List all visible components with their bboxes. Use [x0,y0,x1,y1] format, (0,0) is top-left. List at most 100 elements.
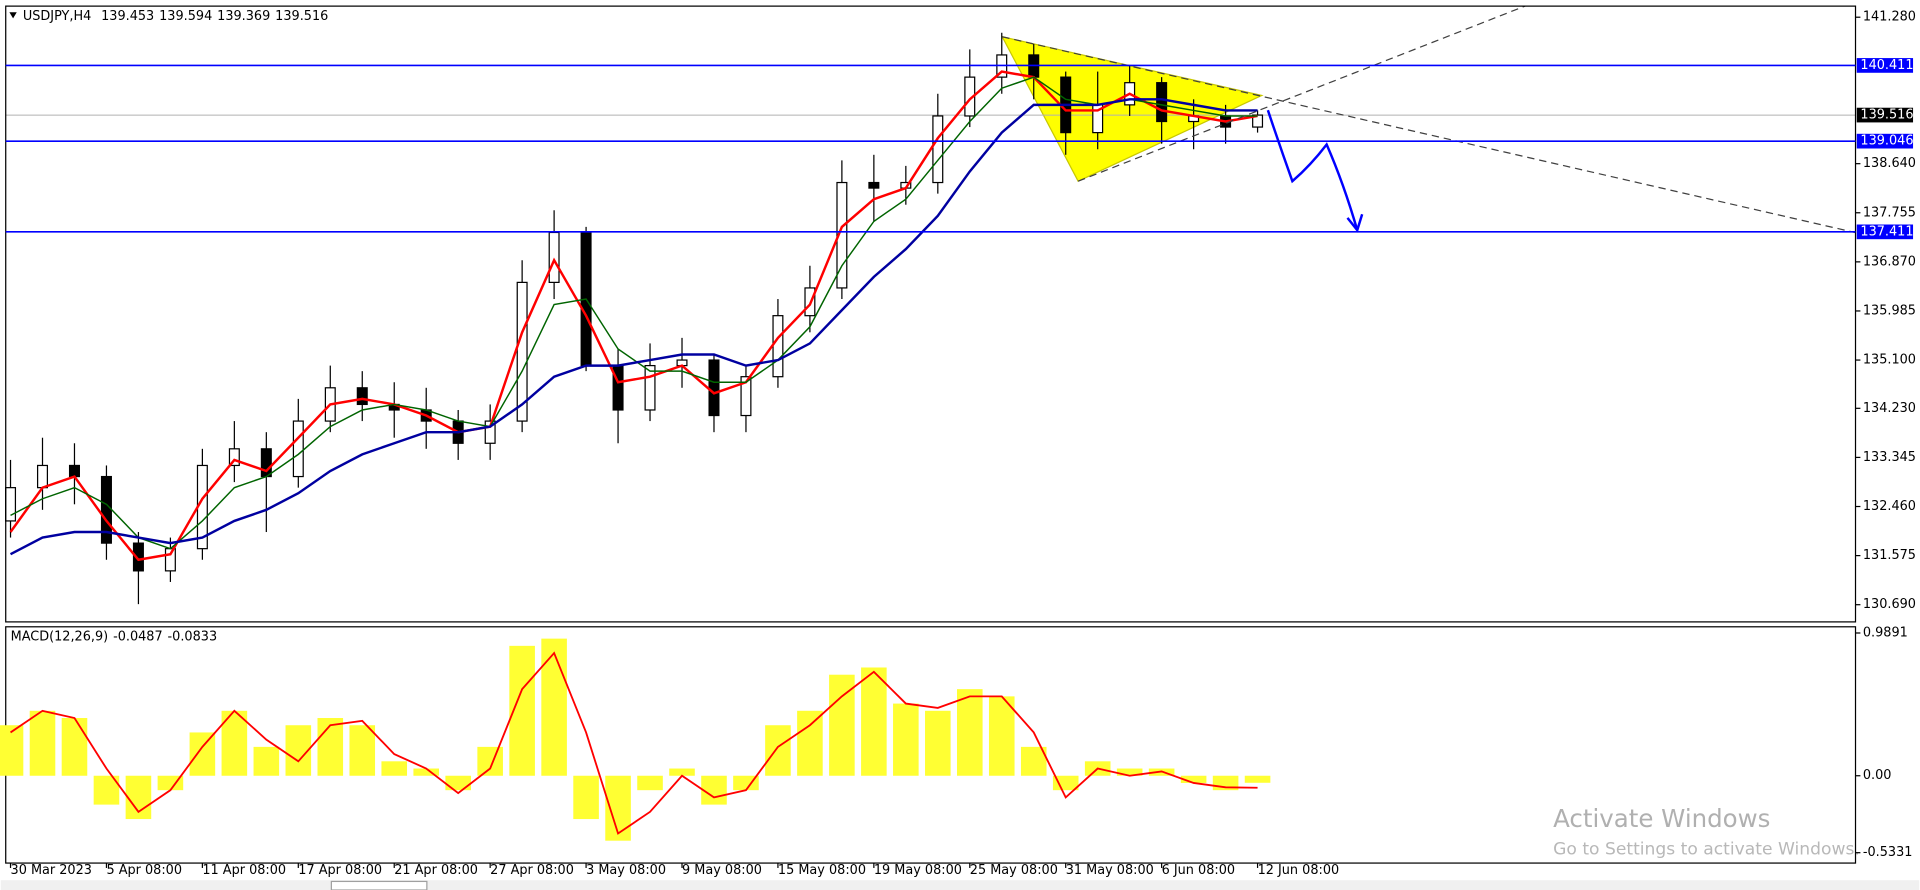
chart-tab[interactable] [330,880,428,890]
candle-body [772,315,784,378]
macd-bar [956,689,983,776]
level-box [1856,224,1914,240]
y-tick-label: 134.230 [1863,401,1916,416]
y-tick-label: 130.690 [1863,597,1916,612]
macd-bar [893,703,919,776]
macd-bar [1052,775,1079,791]
y-tick-label: 132.460 [1863,499,1916,514]
y-tick-label: 0.00 [1863,768,1892,783]
moving-average [9,98,1258,556]
current-price-box [1856,107,1914,123]
level-label: 140.411 [1860,58,1913,73]
candle-body [932,115,944,184]
forecast-arrowhead [1346,213,1364,233]
y-tick-label: -0.5331 [1863,845,1913,860]
forecast-annotation [1002,5,1856,234]
candle-body [548,231,560,284]
candle-body [484,420,496,444]
macd-bar [381,761,408,776]
high-value: 139.594 [159,8,212,23]
y-tick-label: 138.640 [1863,156,1916,171]
macd-bar [157,775,184,791]
macd-value: -0.0487 [113,629,163,644]
x-tick-label: 9 May 08:00 [682,863,762,878]
macd-bar [253,746,280,776]
candle-body [1156,82,1168,123]
candle-body [868,181,880,189]
y-tick-label: 141.280 [1863,10,1916,25]
macd-bar [29,710,56,776]
x-tick-label: 21 Apr 08:00 [394,863,478,878]
candle-body [612,364,624,411]
symbol: USDJPY,H4 [23,8,91,23]
menu-arrow [9,12,17,19]
macd-bar [317,718,344,776]
y-tick-label: 131.575 [1863,548,1916,563]
x-tick-label: 3 May 08:00 [586,863,666,878]
macd-bar [413,768,439,776]
macd-bar [988,696,1015,776]
macd-bar [669,768,695,776]
level-box [1856,133,1914,149]
macd-bar [861,667,887,776]
macd-bar [541,638,567,776]
signal-value: -0.0833 [168,629,218,644]
macd-bar [573,775,599,820]
macd-header: MACD(12,26,9) -0.0487 -0.0833 [11,629,217,644]
macd-bar [189,732,216,776]
trend-line [1002,36,1856,234]
candle-body [356,387,368,406]
y-tick-label: 137.755 [1863,205,1916,220]
candle-body [516,281,528,422]
level-label: 139.046 [1860,134,1913,149]
macd-bar [701,775,727,805]
price-frame [5,5,1857,623]
trend-line [1077,5,1526,182]
price-header: USDJPY,H4 139.453 139.594 139.369 139.516 [23,8,328,23]
moving-average [9,70,1258,562]
price-panel [5,32,1856,605]
x-tick-label: 11 Apr 08:00 [202,863,286,878]
candle-body [708,359,720,417]
macd-bar [1116,768,1143,776]
signal-line [10,651,1258,835]
x-tick-label: 6 Jun 08:00 [1162,863,1235,878]
candle-body [1252,114,1264,128]
x-tick-label: 30 Mar 2023 [11,863,92,878]
candle-body [836,181,848,289]
candle-body [36,464,49,489]
candle-body [132,542,144,572]
x-tick-label: 31 May 08:00 [1066,863,1154,878]
candle-body [292,420,304,478]
macd-bar [925,710,951,776]
x-tick-label: 17 Apr 08:00 [298,863,382,878]
y-tick-label: 0.9891 [1863,625,1908,640]
x-tick-label: 15 May 08:00 [778,863,866,878]
current-price-label: 139.516 [1860,108,1913,123]
y-tick-label: 133.345 [1863,450,1916,465]
macd-bar [0,725,24,776]
macd-title: MACD(12,26,9) [11,629,109,644]
macd-bar [1244,775,1271,783]
x-tick-label: 19 May 08:00 [874,863,962,878]
macd-bar [733,775,759,791]
candle-body [260,448,272,478]
macd-bar [1180,775,1207,783]
level-label: 137.411 [1860,224,1913,239]
y-tick-label: 135.985 [1863,303,1916,318]
forecast-path [1266,109,1359,231]
macd-bar [829,674,855,776]
macd-bar [797,710,823,776]
level-box [1856,58,1914,73]
x-tick-label: 12 Jun 08:00 [1258,863,1340,878]
candle-body [228,448,240,467]
candle-body [68,464,80,478]
low-value: 139.369 [217,8,270,23]
watermark-title: Activate Windows [1553,804,1770,833]
candle-body [5,487,17,522]
macd-bar [349,725,376,776]
macd-bar [445,775,471,791]
y-tick-label: 135.100 [1863,353,1916,368]
macd-bar [637,775,663,791]
